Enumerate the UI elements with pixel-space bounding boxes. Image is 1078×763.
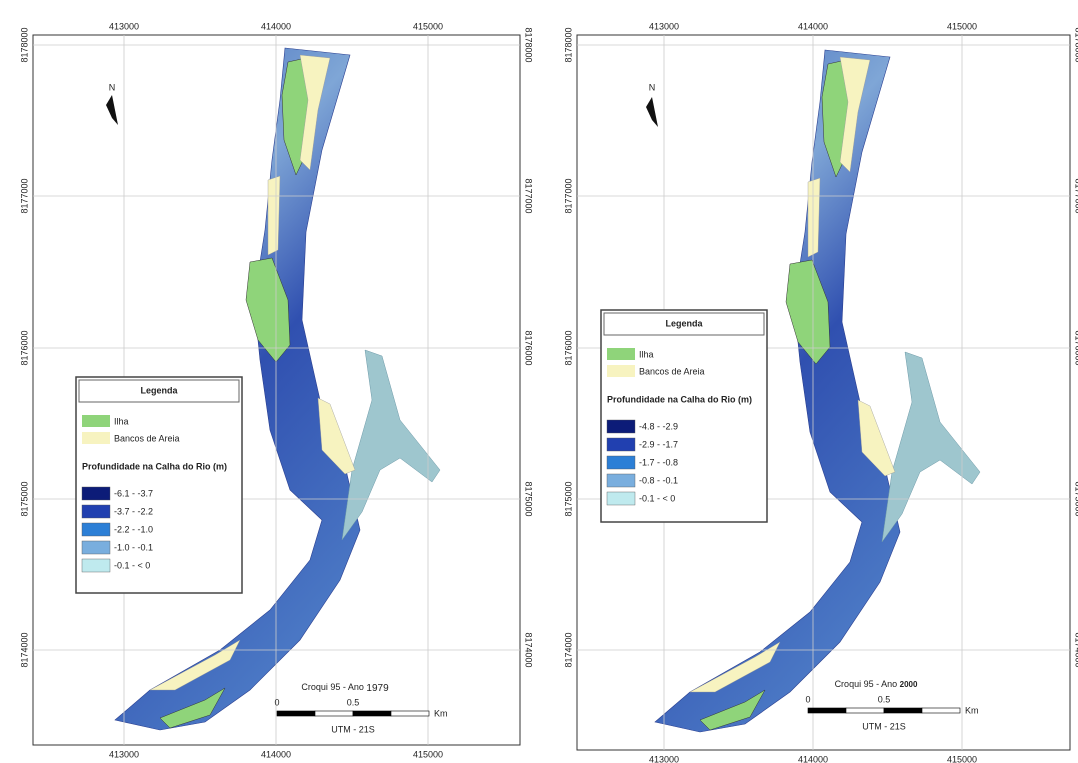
x-tick-label: 414000 xyxy=(798,21,828,31)
legend-label: -4.8 - -2.9 xyxy=(639,421,678,431)
scale-unit: Km xyxy=(965,705,979,715)
caption-year: 2000 xyxy=(900,680,918,689)
scale-segment xyxy=(884,708,922,713)
x-tick-label: 413000 xyxy=(649,754,679,763)
legend-swatch xyxy=(607,456,635,469)
legend-swatch xyxy=(82,541,110,554)
caption-text: Croqui 95 - Ano xyxy=(835,679,898,689)
legend-label: -2.2 - -1.0 xyxy=(114,524,153,534)
legend-swatch xyxy=(82,505,110,518)
legend-subtitle: Profundidade na Calha do Rio (m) xyxy=(82,461,227,471)
map-figure: 413000 413000 414000 414000 415000 415000 8178… xyxy=(0,0,1078,763)
x-tick-label: 413000 xyxy=(649,21,679,31)
legend-swatch xyxy=(82,432,110,444)
north-label: N xyxy=(649,82,656,92)
y-tick-label: 8174000 xyxy=(1074,632,1078,667)
scale-segment xyxy=(922,708,960,713)
legend-swatch xyxy=(82,415,110,427)
legend-label: -1.7 - -0.8 xyxy=(639,457,678,467)
legend-swatch xyxy=(607,474,635,487)
x-tick-label: 415000 xyxy=(947,754,977,763)
scale-label: 0.5 xyxy=(878,694,891,704)
scale-label: 0.5 xyxy=(347,697,360,707)
y-tick-label: 8174000 xyxy=(563,632,573,667)
legend-box xyxy=(601,310,767,522)
y-tick-label: 8178000 xyxy=(524,27,534,62)
caption: Croqui 95 - Ano 1979 xyxy=(301,682,389,693)
x-tick-label: 415000 xyxy=(413,21,443,31)
y-tick-label: 8177000 xyxy=(563,178,573,213)
y-tick-label: 8176000 xyxy=(524,330,534,365)
legend-label: -3.7 - -2.2 xyxy=(114,506,153,516)
y-tick-label: 8177000 xyxy=(524,178,534,213)
y-tick-label: 8178000 xyxy=(563,27,573,62)
legend-label: -0.8 - -0.1 xyxy=(639,475,678,485)
x-tick-label: 413000 xyxy=(109,21,139,31)
projection: UTM - 21S xyxy=(331,724,375,734)
x-tick-label: 414000 xyxy=(261,21,291,31)
y-tick-label: 8175000 xyxy=(19,481,29,516)
y-tick-label: 8176000 xyxy=(19,330,29,365)
legend-label: -2.9 - -1.7 xyxy=(639,439,678,449)
x-tick-label: 414000 xyxy=(261,749,291,759)
legend-swatch xyxy=(82,559,110,572)
x-tick-label: 414000 xyxy=(798,754,828,763)
y-tick-label: 8175000 xyxy=(563,481,573,516)
scale-segment xyxy=(315,711,353,716)
legend-label: Ilha xyxy=(114,416,129,426)
legend-label: Bancos de Areia xyxy=(639,366,705,376)
scale-unit: Km xyxy=(434,708,448,718)
legend-label: -0.1 - < 0 xyxy=(639,493,675,503)
scale-segment xyxy=(846,708,884,713)
north-label: N xyxy=(109,82,116,92)
legend-swatch xyxy=(607,438,635,451)
scale-segment xyxy=(391,711,429,716)
projection: UTM - 21S xyxy=(862,721,906,731)
scale-segment xyxy=(353,711,391,716)
legend-title: Legenda xyxy=(665,318,703,328)
scale-segment xyxy=(277,711,315,716)
scale-label: 0 xyxy=(274,697,279,707)
scale-segment xyxy=(808,708,846,713)
legend-swatch xyxy=(607,348,635,360)
legend-label: -0.1 - < 0 xyxy=(114,560,150,570)
legend-label: Bancos de Areia xyxy=(114,433,180,443)
legend-title: Legenda xyxy=(140,385,178,395)
legend-swatch xyxy=(607,420,635,433)
caption: Croqui 95 - Ano 2000 xyxy=(835,679,918,689)
y-tick-label: 8177000 xyxy=(19,178,29,213)
y-tick-label: 8175000 xyxy=(524,481,534,516)
legend-label: Ilha xyxy=(639,349,654,359)
y-tick-label: 8176000 xyxy=(1074,330,1078,365)
y-tick-label: 8177000 xyxy=(1074,178,1078,213)
y-tick-label: 8178000 xyxy=(19,27,29,62)
x-tick-label: 413000 xyxy=(109,749,139,759)
legend-label: -6.1 - -3.7 xyxy=(114,488,153,498)
legend-swatch xyxy=(82,487,110,500)
y-tick-label: 8178000 xyxy=(1074,27,1078,62)
caption-year: 1979 xyxy=(366,683,389,694)
y-tick-label: 8176000 xyxy=(563,330,573,365)
legend-subtitle: Profundidade na Calha do Rio (m) xyxy=(607,394,752,404)
legend-label: -1.0 - -0.1 xyxy=(114,542,153,552)
y-tick-label: 8174000 xyxy=(19,632,29,667)
legend-swatch xyxy=(607,365,635,377)
legend-swatch xyxy=(607,492,635,505)
caption-text: Croqui 95 - Ano xyxy=(301,682,364,692)
y-tick-label: 8174000 xyxy=(524,632,534,667)
x-tick-label: 415000 xyxy=(413,749,443,759)
y-tick-label: 8175000 xyxy=(1074,481,1078,516)
x-tick-label: 415000 xyxy=(947,21,977,31)
legend-swatch xyxy=(82,523,110,536)
scale-label: 0 xyxy=(805,694,810,704)
